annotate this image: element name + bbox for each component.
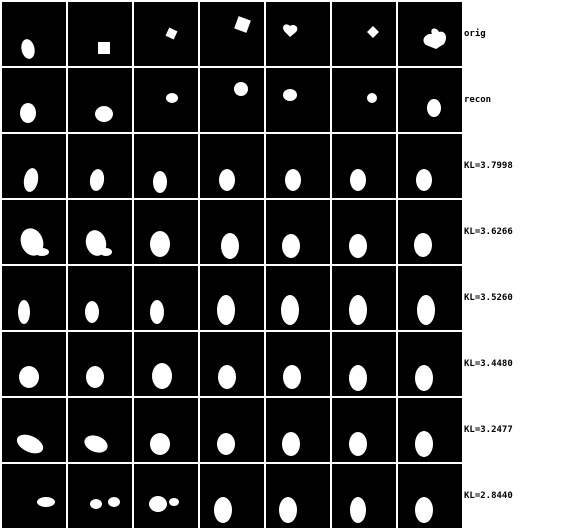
image-cell xyxy=(68,332,132,396)
image-cell xyxy=(200,398,264,462)
grid-row: orig xyxy=(0,2,564,66)
image-cell xyxy=(266,332,330,396)
image-cell xyxy=(200,332,264,396)
image-cell xyxy=(200,134,264,198)
image-cell xyxy=(134,398,198,462)
image-cell xyxy=(2,134,66,198)
image-cell xyxy=(68,266,132,330)
image-cell xyxy=(200,200,264,264)
image-cell xyxy=(134,332,198,396)
image-cell xyxy=(68,464,132,528)
image-cell xyxy=(68,2,132,66)
image-cell xyxy=(398,2,462,66)
image-cell xyxy=(200,266,264,330)
image-cell xyxy=(332,134,396,198)
row-label: KL=3.6266 xyxy=(464,227,513,237)
image-cell xyxy=(332,398,396,462)
grid-row: recon xyxy=(0,68,564,132)
image-cell xyxy=(2,200,66,264)
image-cell xyxy=(266,2,330,66)
image-cell xyxy=(266,134,330,198)
image-cell xyxy=(2,398,66,462)
image-cell xyxy=(134,266,198,330)
image-cell xyxy=(398,398,462,462)
image-cell xyxy=(200,2,264,66)
grid-row: KL=2.8440 xyxy=(0,464,564,528)
image-cell xyxy=(332,200,396,264)
image-cell xyxy=(134,134,198,198)
image-cell xyxy=(266,266,330,330)
row-label: KL=3.7998 xyxy=(464,161,513,171)
image-cell xyxy=(266,200,330,264)
image-cell xyxy=(332,332,396,396)
row-label: KL=3.4480 xyxy=(464,359,513,369)
image-cell xyxy=(266,68,330,132)
image-cell xyxy=(266,464,330,528)
image-cell xyxy=(332,266,396,330)
grid-row: KL=3.6266 xyxy=(0,200,564,264)
row-label: KL=3.5260 xyxy=(464,293,513,303)
image-cell xyxy=(134,464,198,528)
image-cell xyxy=(332,68,396,132)
image-cell xyxy=(68,398,132,462)
image-cell xyxy=(398,266,462,330)
grid-row: KL=3.7998 xyxy=(0,134,564,198)
image-cell xyxy=(398,332,462,396)
image-cell xyxy=(332,464,396,528)
row-label: orig xyxy=(464,29,486,39)
image-cell xyxy=(200,68,264,132)
grid-row: KL=3.5260 xyxy=(0,266,564,330)
image-cell xyxy=(200,464,264,528)
row-label: KL=3.2477 xyxy=(464,425,513,435)
image-cell xyxy=(2,332,66,396)
image-cell xyxy=(2,266,66,330)
image-cell xyxy=(134,2,198,66)
image-cell xyxy=(68,68,132,132)
image-cell xyxy=(398,200,462,264)
image-cell xyxy=(2,464,66,528)
image-cell xyxy=(68,200,132,264)
grid-row: KL=3.2477 xyxy=(0,398,564,462)
image-cell xyxy=(68,134,132,198)
image-cell xyxy=(398,464,462,528)
image-cell xyxy=(332,2,396,66)
grid-row: KL=3.4480 xyxy=(0,332,564,396)
row-label: KL=2.8440 xyxy=(464,491,513,501)
image-cell xyxy=(2,2,66,66)
image-cell xyxy=(266,398,330,462)
image-cell xyxy=(134,200,198,264)
image-cell xyxy=(134,68,198,132)
image-cell xyxy=(2,68,66,132)
row-label: recon xyxy=(464,95,492,105)
image-cell xyxy=(398,68,462,132)
image-cell xyxy=(398,134,462,198)
